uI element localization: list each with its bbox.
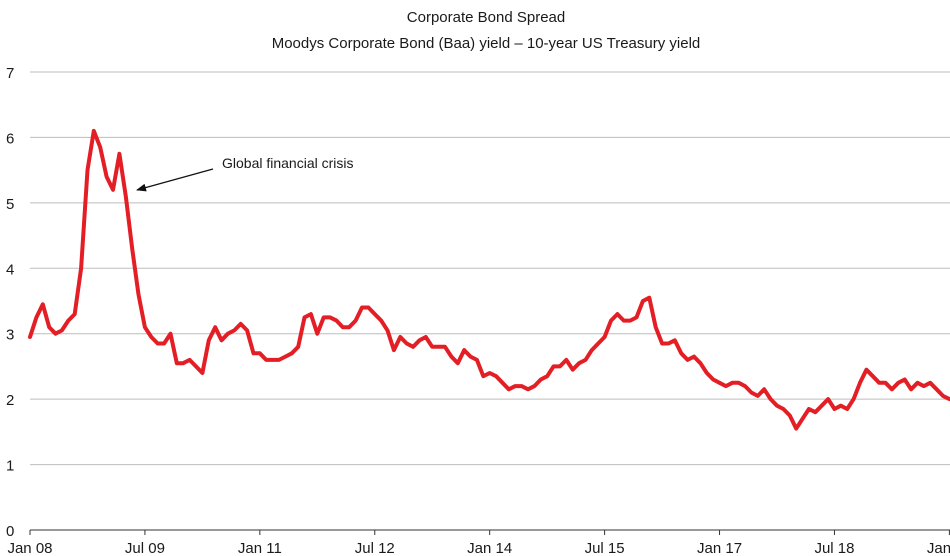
x-axis-ticks: Jan 08 Jul 09 Jan 11 Jul 12 Jan 14 Jul 15 Jan … (7, 530, 950, 556)
x-tick-label: Jan 08 (7, 540, 52, 556)
y-tick-label: 1 (6, 458, 14, 475)
gridlines (30, 71, 950, 466)
y-tick-label: 3 (6, 327, 14, 344)
x-tick-label: Jan 17 (697, 540, 742, 556)
annotation-arrow (136, 168, 214, 192)
x-tick-label: Jul 18 (814, 540, 854, 556)
y-tick-label: 0 (6, 523, 14, 540)
annotation-label: Global financial crisis (222, 155, 354, 171)
y-axis-ticks: 0 1 2 3 4 5 6 7 (6, 65, 14, 540)
chart-subtitle: Moodys Corporate Bond (Baa) yield – 10-y… (272, 35, 701, 52)
y-tick-label: 2 (6, 392, 14, 409)
y-tick-label: 5 (6, 196, 14, 213)
x-tick-label: Jul 15 (585, 540, 625, 556)
y-tick-label: 7 (6, 65, 14, 82)
annotation-layer: Global financial crisis (136, 155, 354, 192)
y-tick-label: 6 (6, 130, 14, 147)
x-tick-label: Jul 12 (355, 540, 395, 556)
chart-title: Corporate Bond Spread (407, 9, 565, 26)
series-line-0 (28, 128, 950, 431)
x-tick-label: Jan 20 (927, 540, 950, 556)
x-tick-label: Jan 14 (467, 540, 512, 556)
x-tick-label: Jul 09 (125, 540, 165, 556)
series-layer (28, 128, 950, 431)
y-tick-label: 4 (6, 261, 14, 278)
x-tick-label: Jan 11 (238, 540, 282, 556)
